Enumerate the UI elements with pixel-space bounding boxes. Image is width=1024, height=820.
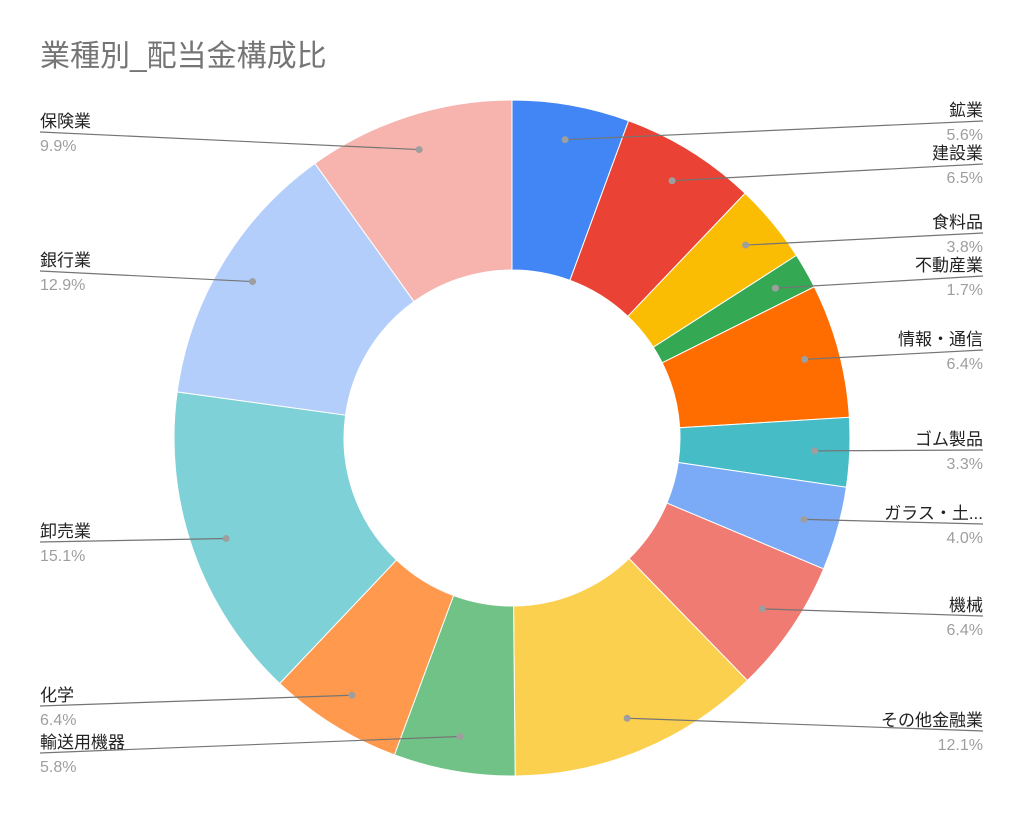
leader-dot [758, 605, 766, 613]
slice-percent-label: 1.7% [947, 282, 983, 299]
slice-label: 不動産業 [915, 256, 983, 275]
slice-label: 銀行業 [40, 251, 91, 270]
labels-group: 鉱業 5.6%建設業 6.5% 食料品 3.8%不動産業 1.7% 情報・通信 6.4% ゴム製… [40, 101, 983, 776]
slice-percent-label: 6.4% [947, 356, 983, 373]
leader-dot [222, 534, 230, 542]
slices-group [173, 99, 851, 777]
slice-label: 化学 [40, 686, 74, 705]
slice-percent-label: 4.0% [947, 530, 983, 547]
leader-line [565, 120, 984, 141]
leader-dot [668, 177, 676, 185]
leader-line [672, 163, 984, 182]
slice-percent-label: 6.5% [947, 170, 983, 187]
chart-title: 業種別_配当金構成比 [40, 40, 327, 73]
leader-line [39, 735, 460, 754]
slice-percent-label: 12.9% [40, 277, 85, 294]
slice-percent-label: 5.6% [947, 127, 983, 144]
slice-label: ゴム製品 [915, 429, 983, 449]
leader-dot [771, 284, 779, 292]
slice-percent-label: 6.4% [40, 712, 76, 729]
slice-label: 輸送用機器 [40, 733, 125, 752]
slice-label: 建設業 [932, 144, 983, 163]
leader-line [775, 275, 984, 289]
leader-lines-group [39, 120, 984, 754]
leader-dot [623, 714, 631, 722]
slice-label: その他金融業 [881, 711, 983, 730]
leader-line [803, 518, 984, 525]
slice-label: 機械 [949, 596, 983, 615]
slice-label: 卸売業 [40, 522, 91, 541]
leader-dot [415, 146, 423, 154]
slice-percent-label: 3.3% [947, 456, 983, 473]
leader-dot [811, 447, 819, 455]
slice-percent-label: 6.4% [947, 622, 983, 639]
leader-line [39, 694, 352, 707]
donut-slice[interactable] [176, 162, 415, 416]
leader-dot [456, 732, 464, 740]
slice-label: 情報・通信 [898, 330, 983, 349]
donut-slice[interactable] [513, 557, 749, 777]
leader-dot [248, 278, 256, 286]
leader-line [804, 349, 984, 360]
leader-line [39, 537, 227, 543]
slice-label: 食料品 [932, 213, 983, 232]
slice-label: 保険業 [40, 112, 91, 131]
donut-slice[interactable] [314, 99, 513, 303]
slice-percent-label: 12.1% [938, 737, 983, 754]
leader-line [762, 608, 984, 617]
leader-line [627, 717, 984, 732]
slice-label: ガラス・土... [884, 504, 983, 523]
leader-dot [742, 241, 750, 249]
leader-dot [800, 515, 808, 523]
leader-line [745, 232, 984, 246]
slice-percent-label: 15.1% [40, 548, 85, 565]
slice-percent-label: 5.8% [40, 759, 76, 776]
leader-line [39, 270, 253, 283]
leader-dot [561, 136, 569, 144]
leader-line [814, 449, 984, 452]
leader-line [39, 131, 420, 151]
slice-label: 鉱業 [949, 101, 983, 120]
donut-slice[interactable] [173, 391, 398, 685]
slice-percent-label: 9.9% [40, 138, 76, 155]
leader-dot [801, 355, 809, 363]
slice-percent-label: 3.8% [947, 239, 983, 256]
leader-dot [348, 691, 356, 699]
